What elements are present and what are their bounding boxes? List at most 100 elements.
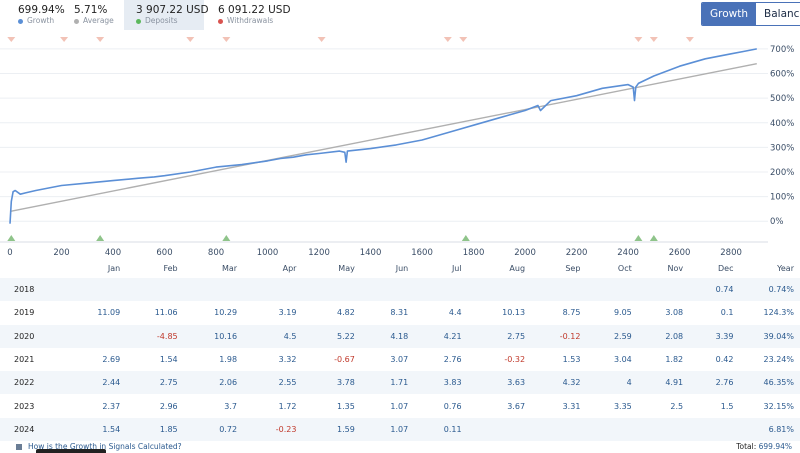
- month-cell: [41, 325, 127, 348]
- month-cell: 1.71: [390, 378, 409, 388]
- withdrawal-marker: [685, 37, 694, 42]
- withdrawal-marker: [96, 37, 105, 42]
- year-total-cell: 124.3%: [763, 308, 794, 318]
- month-cell: -0.23: [275, 424, 297, 434]
- month-cell: 1.07: [390, 401, 409, 411]
- deposit-marker: [461, 235, 470, 241]
- month-cell: [468, 418, 531, 441]
- month-cell: 4.32: [562, 378, 581, 388]
- month-cell: 2.96: [159, 401, 178, 411]
- x-tick-label: 2200: [566, 248, 588, 258]
- y-axis: 0% 100% 200% 300% 400% 500% 600% 700%: [770, 45, 794, 227]
- x-tick-label: 1400: [360, 248, 382, 258]
- month-cell: 3.08: [665, 308, 684, 318]
- x-tick-label: 1800: [463, 248, 485, 258]
- checkbox-icon[interactable]: [16, 443, 22, 450]
- table-header-row: Jan Feb Mar Apr May Jun Jul Aug Sep Oct …: [0, 258, 800, 278]
- month-cell: [243, 278, 302, 301]
- stat-withdrawals-value: 6 091.22 USD: [218, 4, 291, 16]
- month-cell: 0.42: [715, 355, 734, 365]
- month-cell: 2.75: [159, 378, 178, 388]
- month-cell: 0.74: [715, 285, 734, 295]
- x-tick-label: 2000: [514, 248, 536, 258]
- chart-markers: [7, 37, 694, 241]
- month-cell: 3.78: [337, 378, 355, 388]
- month-cell: 2.08: [665, 331, 684, 341]
- month-cell: 4.5: [283, 331, 297, 341]
- growth-calculation-link[interactable]: How is the Growth in Signals Calculated?: [16, 442, 182, 451]
- stat-withdrawals[interactable]: 6 091.22 USD Withdrawals: [204, 0, 291, 30]
- year-total-cell: 6.81%: [768, 424, 794, 434]
- month-cell: 4.82: [337, 308, 355, 318]
- header-aug: Aug: [509, 263, 526, 273]
- x-tick-label: 1000: [257, 248, 279, 258]
- month-cell: 2.76: [443, 355, 462, 365]
- stat-average[interactable]: 5.71% Average: [60, 0, 124, 30]
- month-cell: 1.54: [102, 424, 121, 434]
- monthly-returns-table: Jan Feb Mar Apr May Jun Jul Aug Sep Oct …: [0, 258, 800, 442]
- header-nov: Nov: [667, 263, 684, 273]
- x-tick-label: 1600: [411, 248, 433, 258]
- month-cell: 1.5: [720, 401, 734, 411]
- x-tick-label: 1200: [308, 248, 330, 258]
- month-cell: 1.85: [159, 424, 178, 434]
- month-cell: 11.06: [154, 308, 178, 318]
- deposit-marker: [222, 235, 231, 241]
- month-cell: 1.54: [159, 355, 178, 365]
- stat-growth-value: 699.94%: [18, 4, 65, 16]
- header-jan: Jan: [107, 263, 121, 273]
- stat-growth-label: Growth: [27, 16, 55, 25]
- year-total-cell: 39.04%: [763, 331, 794, 341]
- deposit-marker: [634, 235, 643, 241]
- year-total-cell: 32.15%: [763, 401, 794, 411]
- month-cell: 3.31: [562, 401, 581, 411]
- header-feb: Feb: [163, 263, 178, 273]
- month-cell: [638, 418, 689, 441]
- y-tick-label: 500%: [770, 94, 794, 104]
- growth-toggle-button[interactable]: Growth: [702, 3, 757, 25]
- month-cell: -0.67: [334, 355, 355, 365]
- x-tick-label: 600: [156, 248, 172, 258]
- y-tick-label: 400%: [770, 119, 794, 129]
- total: Total: 699.94%: [736, 442, 792, 451]
- month-cell: [586, 278, 637, 301]
- month-cell: 4: [626, 378, 632, 388]
- header-jul: Jul: [451, 263, 462, 273]
- withdrawal-marker: [459, 37, 468, 42]
- y-tick-label: 600%: [770, 70, 794, 80]
- stat-growth[interactable]: 699.94% Growth: [0, 0, 65, 30]
- row-year: 2020: [14, 331, 35, 341]
- month-cell: [184, 278, 243, 301]
- header-mar: Mar: [221, 263, 238, 273]
- chart-mode-toggle: Growth Balance: [701, 2, 800, 26]
- month-cell: 9.05: [613, 308, 632, 318]
- month-cell: 10.13: [502, 308, 526, 318]
- month-cell: 4.4: [448, 308, 462, 318]
- month-cell: [414, 278, 467, 301]
- month-cell: 2.37: [102, 401, 121, 411]
- month-cell: -0.32: [504, 355, 526, 365]
- month-cell: -0.12: [559, 331, 581, 341]
- chart-grid: [0, 48, 768, 243]
- table-row: 2023 2.37 2.96 3.7 1.72 1.35 1.07 0.76 3.67 3.31 3…: [0, 394, 800, 417]
- month-cell: 11.09: [97, 308, 121, 318]
- stats-bar: 699.94% Growth 5.71% Average 3 907.22 US…: [0, 0, 291, 30]
- month-cell: 3.67: [507, 401, 526, 411]
- withdrawals-dot-icon: [218, 18, 223, 24]
- stat-deposits[interactable]: 3 907.22 USD Deposits: [124, 0, 209, 30]
- x-tick-label: 0: [7, 248, 12, 258]
- header-sep: Sep: [565, 263, 581, 273]
- average-dot-icon: [74, 18, 79, 24]
- balance-toggle-button[interactable]: Balance: [756, 3, 800, 25]
- month-cell: 3.83: [443, 378, 462, 388]
- month-cell: 1.82: [665, 355, 684, 365]
- month-cell: 4.91: [665, 378, 684, 388]
- month-cell: 0.72: [219, 424, 238, 434]
- tooltip-overlay: [36, 449, 106, 453]
- withdrawal-marker: [649, 37, 658, 42]
- y-tick-label: 0%: [770, 217, 784, 227]
- y-tick-label: 700%: [770, 45, 794, 55]
- month-cell: 2.69: [102, 355, 121, 365]
- withdrawal-marker: [317, 37, 326, 42]
- month-cell: 2.44: [102, 378, 121, 388]
